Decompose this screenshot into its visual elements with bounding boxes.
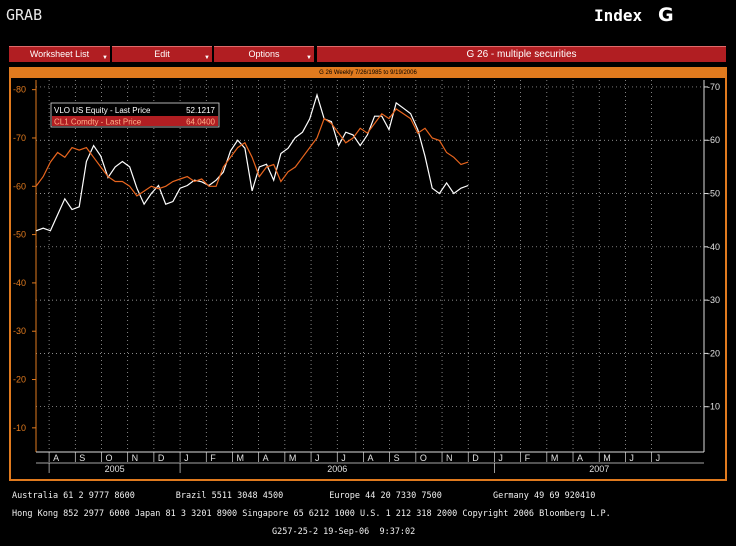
chart-frame bbox=[9, 67, 727, 481]
dropdown-arrow-icon: ▼ bbox=[102, 55, 108, 61]
chart-subtitle: G 26 Weekly 7/26/1985 to 9/19/2006 bbox=[11, 69, 725, 78]
footer: Australia 61 2 9777 8600 Brazil 5511 304… bbox=[12, 483, 728, 546]
screen-title: G 26 - multiple securities bbox=[317, 46, 726, 62]
worksheet-list-label: Worksheet List bbox=[29, 49, 90, 59]
dropdown-arrow-icon: ▼ bbox=[306, 55, 312, 61]
g-label: G bbox=[658, 4, 674, 26]
dropdown-arrow-icon: ▼ bbox=[204, 55, 210, 61]
worksheet-list-button[interactable]: Worksheet List ▼ bbox=[9, 46, 110, 62]
footer-line-2: Hong Kong 852 2977 6000 Japan 81 3 3201 … bbox=[12, 509, 611, 519]
options-button[interactable]: Options ▼ bbox=[214, 46, 314, 62]
edit-button[interactable]: Edit ▼ bbox=[112, 46, 212, 62]
edit-label: Edit bbox=[154, 49, 170, 59]
footer-line-1: Australia 61 2 9777 8600 Brazil 5511 304… bbox=[12, 491, 596, 501]
screen-code: GRAB bbox=[6, 6, 43, 24]
index-label: Index bbox=[594, 6, 643, 25]
footer-line-3: G257-25-2 19-Sep-06 9:37:02 bbox=[272, 527, 416, 537]
options-label: Options bbox=[248, 49, 280, 59]
